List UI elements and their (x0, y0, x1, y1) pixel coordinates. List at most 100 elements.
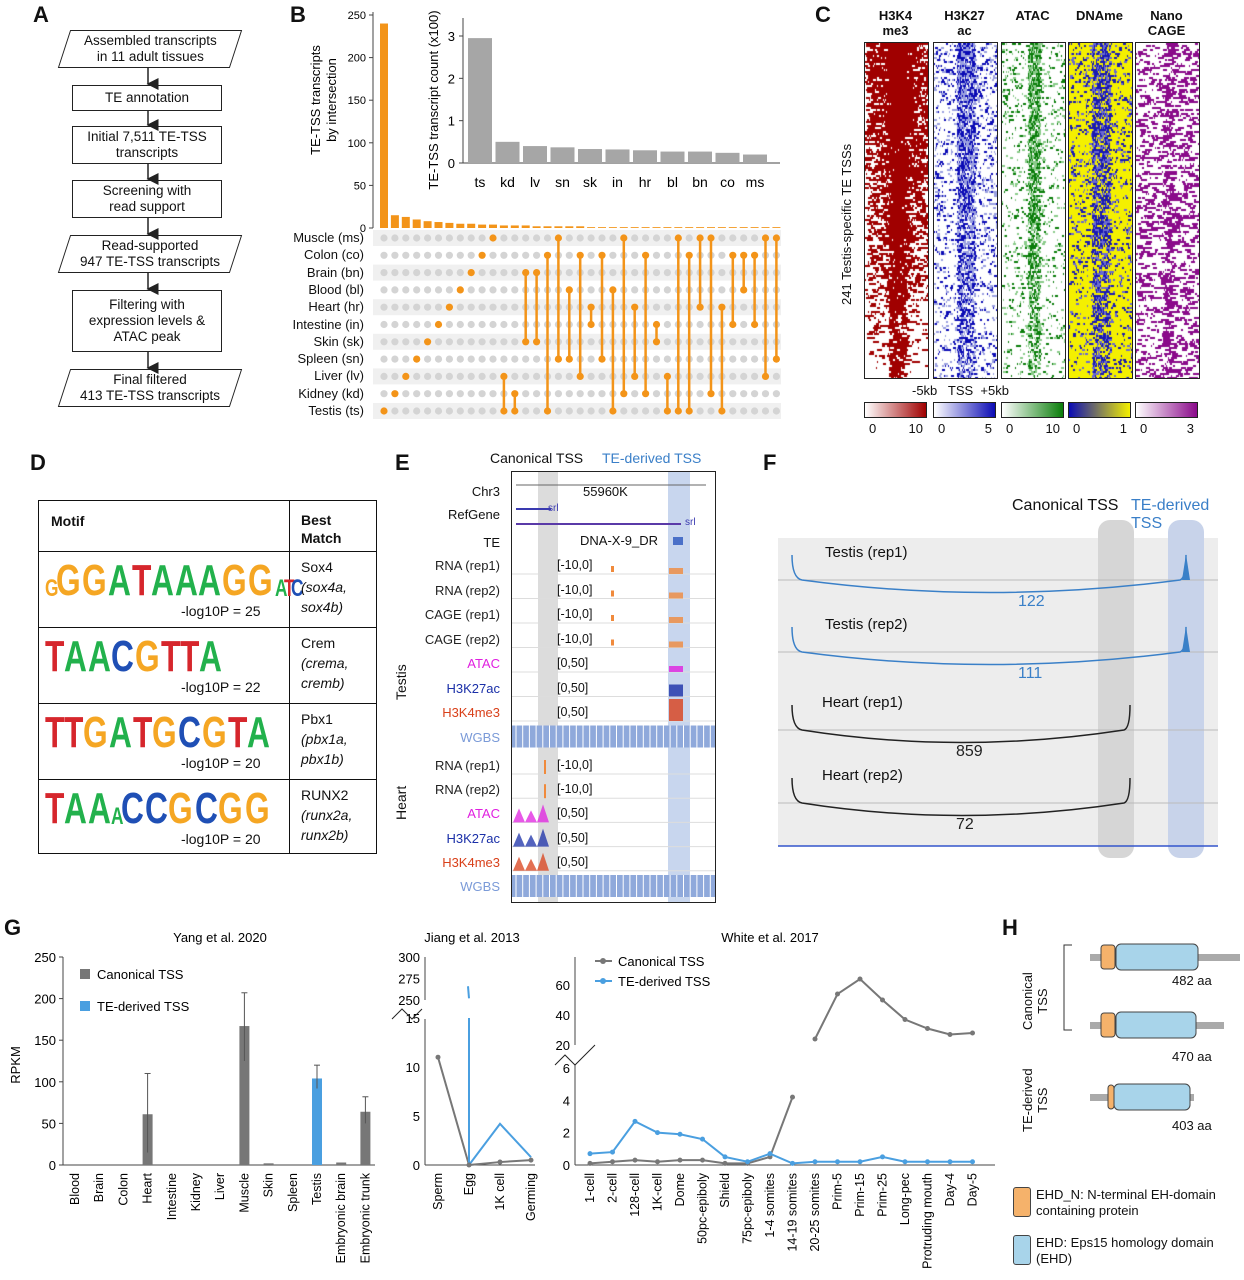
motif-pvalue: -log10P = 20 (181, 755, 261, 771)
matrix-dot (631, 234, 639, 242)
track-signal (669, 684, 683, 697)
matrix-dot (718, 286, 726, 294)
track-signal-small (611, 590, 614, 597)
g-mid-canonical-line (437, 1056, 532, 1167)
matrix-dot (391, 355, 399, 363)
matrix-dot (511, 372, 519, 380)
matrix-dot (434, 286, 443, 294)
matrix-dot (511, 320, 519, 329)
y-tick-label: 2 (563, 1126, 570, 1141)
matrix-dot (631, 286, 639, 294)
motif-match: Crem (301, 635, 336, 651)
flow-step-text: Assembled transcripts in 11 adult tissue… (83, 33, 217, 64)
matrix-dot (413, 320, 421, 329)
g-mid-point (435, 1054, 441, 1060)
tissue-label: Spleen (sn) (297, 351, 364, 367)
motif-letter: A (274, 575, 288, 602)
matrix-dot (424, 286, 432, 294)
g-right-x-label: 1-cell (583, 1173, 597, 1203)
matrix-dot (663, 320, 671, 329)
g-left-x-label: Skin (262, 1173, 276, 1197)
heatmap-title-1: H3K27 ac (944, 8, 985, 38)
matrix-dot (522, 251, 530, 259)
g-left-x-label: Testis (310, 1173, 324, 1205)
panel-label-g: G (4, 915, 22, 940)
matrix-dot (565, 372, 573, 380)
g-left-x-label: Blood (68, 1173, 82, 1205)
motif-letter: T (63, 708, 84, 757)
y-tick-label: 50 (42, 1116, 56, 1131)
g-right-x-label: 2-cell (606, 1173, 620, 1203)
matrix-dot (696, 355, 704, 363)
y-tick-label: 10 (406, 1060, 420, 1075)
upset-bar (554, 226, 563, 228)
matrix-dot (565, 269, 573, 277)
matrix-dot (587, 338, 595, 346)
matrix-dot (456, 286, 464, 294)
matrix-dot (761, 407, 770, 415)
matrix-dot (467, 251, 475, 259)
track-signal (513, 804, 549, 823)
motif-letter: A (174, 556, 198, 605)
heatmap-2 (1001, 42, 1066, 379)
legend-dot-canonical (600, 958, 606, 964)
protein-size-1: 482 aa (1172, 973, 1212, 988)
legend-swatch-canonical (80, 969, 90, 979)
protein-size-2: 470 aa (1172, 1049, 1212, 1064)
upset-ylabel-line2: by intersection (324, 58, 339, 142)
upset-bar (412, 219, 421, 228)
heatmap-title-2: ATAC (1015, 8, 1050, 23)
matrix-dot (663, 251, 671, 259)
g-right-point-te (610, 1149, 615, 1155)
motif-letter: G (222, 556, 247, 605)
motif-letter: C (111, 632, 135, 681)
matrix-dot (424, 251, 432, 259)
matrix-dot (598, 390, 606, 398)
matrix-dot (413, 269, 421, 277)
upset-bar (674, 227, 683, 228)
matrix-dot (522, 234, 530, 242)
motif-letter: G (135, 632, 160, 681)
g-right-point-te (655, 1130, 660, 1136)
tissue-label: Intestine (in) (292, 316, 364, 332)
upset-bar (380, 23, 388, 228)
g-right-point (587, 1160, 593, 1166)
g-right-x-label: 75pc-epiboly (741, 1172, 755, 1244)
matrix-dot (554, 390, 562, 398)
upset-bar (761, 227, 770, 228)
matrix-dot (729, 338, 737, 346)
sashimi-peak (1182, 554, 1190, 580)
motif-genes-2: sox4b) (301, 599, 344, 615)
browser-refgene: RefGene (447, 507, 500, 522)
motif-genes-2: pbx1b) (301, 751, 344, 767)
matrix-dot (522, 390, 530, 398)
matrix-dot (445, 372, 453, 380)
matrix-dot (729, 390, 737, 398)
axis-break (554, 1044, 596, 1066)
matrix-dot (391, 269, 399, 277)
track-signal-small (611, 566, 614, 572)
matrix-dot (380, 407, 388, 415)
matrix-dot (434, 269, 443, 277)
matrix-dot (652, 372, 661, 380)
track-range: [-10,0] (557, 782, 593, 797)
matrix-dot (467, 372, 475, 380)
g-right-x-label: 1-4 somites (763, 1173, 777, 1238)
matrix-dot (402, 320, 410, 329)
matrix-dot (434, 338, 443, 346)
g-right-point-te (835, 1159, 840, 1165)
heatmap-xlabel: -5kb TSS +5kb (912, 383, 1009, 398)
matrix-dot (489, 407, 497, 415)
g-right-point-te (902, 1159, 908, 1165)
upset-y-tick-label: 250 (348, 10, 366, 22)
flow-step-6: Filtering with expression levels & ATAC … (72, 290, 222, 352)
upset-bar (576, 226, 585, 228)
flow-step-text: Screening with read support (102, 183, 192, 214)
matrix-dot (663, 355, 671, 363)
motif-genes-1: (runx2a, (301, 807, 353, 823)
matrix-dot (511, 355, 519, 363)
motif-genes-2: runx2b) (301, 827, 349, 843)
matrix-dot (445, 269, 453, 277)
matrix-dot (598, 234, 606, 242)
matrix-dot (402, 251, 410, 259)
